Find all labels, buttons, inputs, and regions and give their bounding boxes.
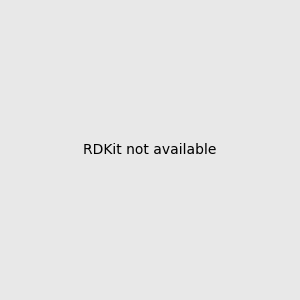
Text: RDKit not available: RDKit not available	[83, 143, 217, 157]
